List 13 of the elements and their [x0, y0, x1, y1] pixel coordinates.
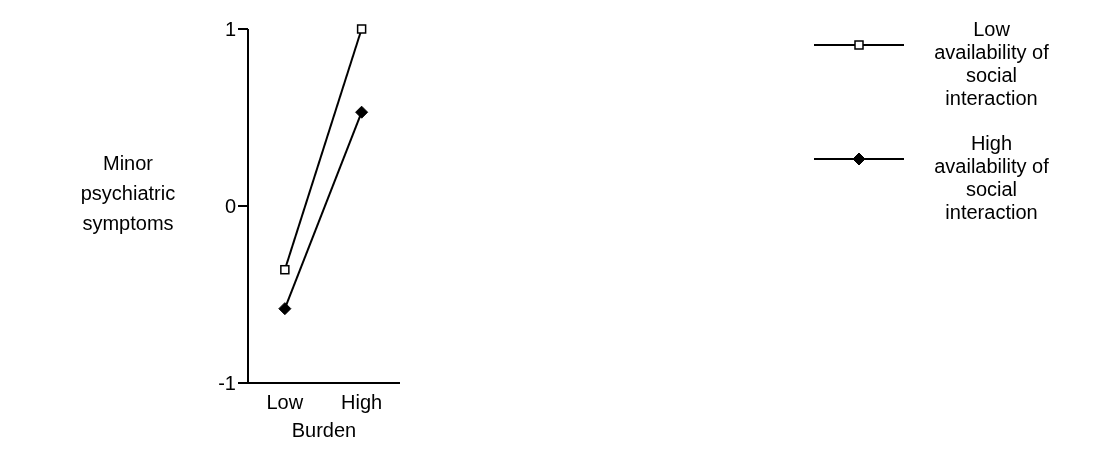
point: [280, 264, 290, 275]
y-tick-label: -1: [218, 372, 236, 395]
x-tick-label: Low: [266, 391, 304, 414]
point: [278, 302, 292, 316]
point: [356, 24, 367, 34]
x-tick-label: High: [341, 391, 383, 414]
point: [355, 105, 369, 119]
text: Low availability of social interaction: [933, 18, 1050, 110]
x-axis-title: Burden: [291, 419, 357, 441]
y-axis-title: Minor psychiatric symptoms: [79, 151, 177, 236]
y-tick-label: 0: [224, 195, 236, 218]
text: High availability of social interaction: [933, 132, 1050, 224]
y-tick-label: 1: [224, 18, 236, 41]
